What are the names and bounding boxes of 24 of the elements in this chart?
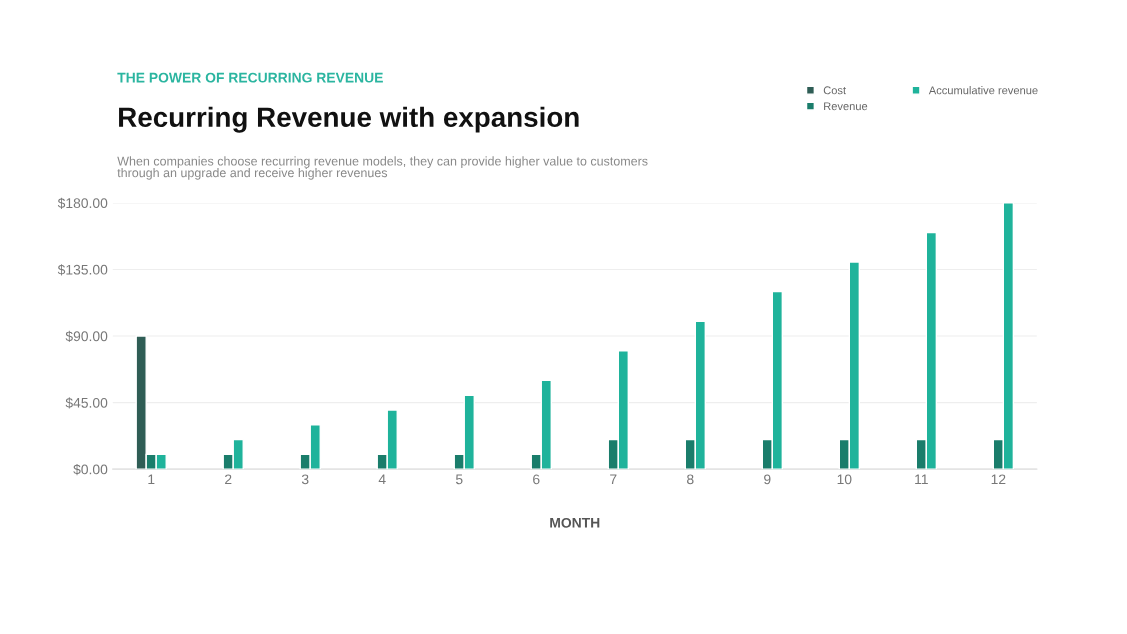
- x-tick-label: 9: [764, 474, 771, 485]
- chart-title: Recurring Revenue with expansion: [119, 106, 579, 133]
- y-tick-label: $0.00: [73, 463, 108, 476]
- x-tick-label: 1: [148, 474, 155, 485]
- legend-label: Cost: [823, 86, 846, 95]
- x-tick-label: 10: [837, 474, 852, 485]
- chart-subtitle: When companies choose recurring revenue models, they can provide higher value to customers through an upgrade and receive higher revenues: [117, 156, 648, 180]
- x-tick-label: 6: [533, 474, 540, 485]
- x-tick-label: 2: [225, 474, 232, 485]
- x-tick-label: 3: [301, 474, 309, 485]
- y-tick-label: $90.00: [65, 330, 108, 343]
- y-tick-label: $135.00: [57, 264, 108, 276]
- x-tick-label: 7: [610, 474, 617, 485]
- x-tick-label: 12: [991, 474, 1006, 485]
- legend-label: Revenue: [824, 102, 868, 111]
- text: THE POWER OF RECURRING REVENUE: [117, 72, 383, 83]
- x-tick-label: 4: [378, 474, 386, 485]
- legend-label: Accumulative revenue: [928, 86, 1038, 95]
- x-tick-label: 8: [687, 474, 694, 485]
- x-tick-label: 5: [455, 474, 463, 485]
- x-tick-label: 11: [915, 474, 928, 485]
- y-tick-label: $45.00: [65, 397, 108, 409]
- x-axis-title: MONTH: [550, 517, 600, 528]
- y-tick-label: $180.00: [57, 197, 108, 209]
